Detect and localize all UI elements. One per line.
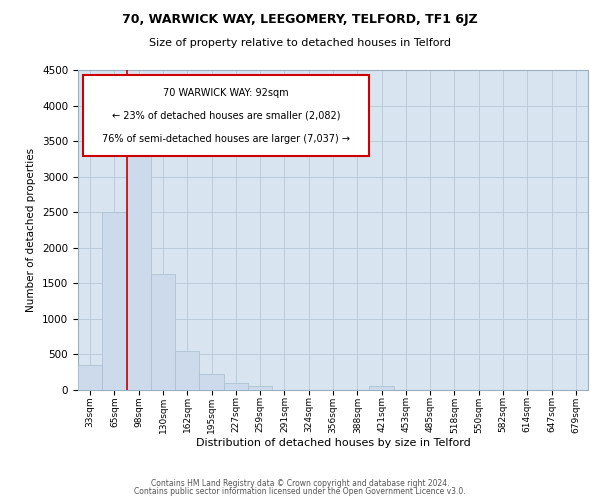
Text: 70, WARWICK WAY, LEEGOMERY, TELFORD, TF1 6JZ: 70, WARWICK WAY, LEEGOMERY, TELFORD, TF1…: [122, 12, 478, 26]
Bar: [175, 351, 199, 390]
Bar: [248, 386, 272, 390]
FancyBboxPatch shape: [83, 75, 369, 156]
Bar: [151, 274, 175, 390]
X-axis label: Distribution of detached houses by size in Telford: Distribution of detached houses by size …: [196, 438, 470, 448]
Y-axis label: Number of detached properties: Number of detached properties: [26, 148, 37, 312]
Bar: [127, 127, 151, 390]
Bar: [370, 386, 394, 390]
Bar: [199, 374, 224, 390]
Bar: [102, 212, 127, 390]
Text: Size of property relative to detached houses in Telford: Size of property relative to detached ho…: [149, 38, 451, 48]
Bar: [78, 365, 102, 390]
Text: ← 23% of detached houses are smaller (2,082): ← 23% of detached houses are smaller (2,…: [112, 111, 340, 121]
Bar: [224, 383, 248, 390]
Text: Contains HM Land Registry data © Crown copyright and database right 2024.: Contains HM Land Registry data © Crown c…: [151, 478, 449, 488]
Text: 70 WARWICK WAY: 92sqm: 70 WARWICK WAY: 92sqm: [163, 88, 289, 98]
Text: Contains public sector information licensed under the Open Government Licence v3: Contains public sector information licen…: [134, 487, 466, 496]
Text: 76% of semi-detached houses are larger (7,037) →: 76% of semi-detached houses are larger (…: [102, 134, 350, 144]
